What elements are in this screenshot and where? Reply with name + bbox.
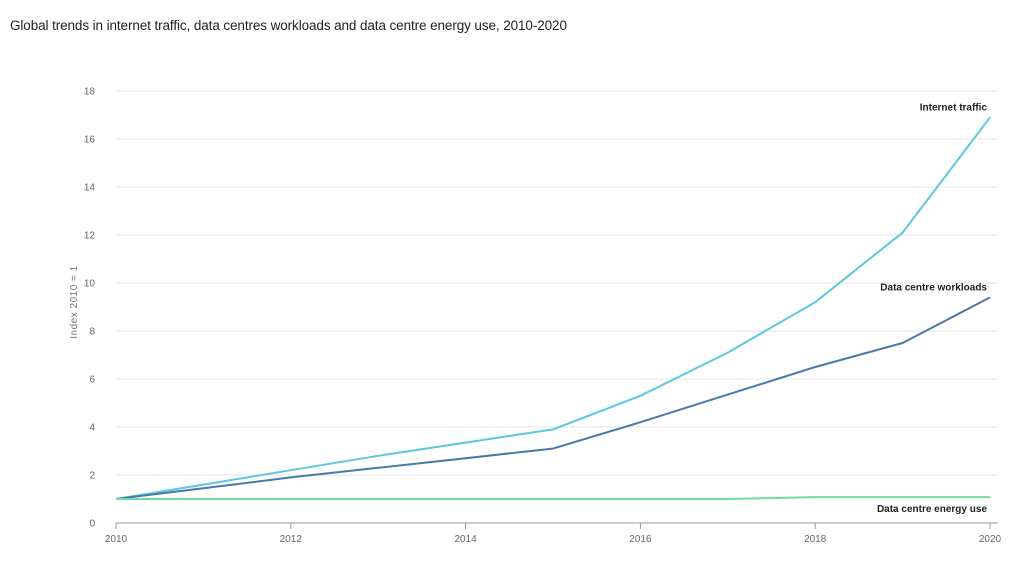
x-tick-label: 2010 bbox=[105, 534, 128, 545]
series-labels: Internet traffic Data centre workloads Dat… bbox=[877, 102, 987, 515]
series-line-data-centre-energy-use bbox=[116, 496, 990, 500]
series-label-data-centre-energy-use: Data centre energy use bbox=[877, 504, 987, 515]
series-label-data-centre-workloads: Data centre workloads bbox=[880, 282, 987, 293]
x-tick-label: 2016 bbox=[629, 534, 652, 545]
y-tick-label: 2 bbox=[89, 471, 95, 482]
y-tick-label: 6 bbox=[89, 375, 95, 386]
x-tick-label: 2012 bbox=[280, 534, 303, 545]
y-tick-label: 0 bbox=[89, 519, 95, 530]
gridlines bbox=[115, 90, 998, 529]
x-tick-label: 2020 bbox=[979, 534, 1002, 545]
y-axis-label: Index 2010 = 1 bbox=[69, 265, 80, 338]
y-tick-label: 18 bbox=[84, 87, 96, 98]
series-label-internet-traffic: Internet traffic bbox=[920, 102, 988, 113]
series-line-data-centre-workloads bbox=[115, 296, 991, 500]
series-line-internet-traffic bbox=[115, 116, 991, 500]
y-tick-label: 10 bbox=[84, 279, 96, 290]
series-lines bbox=[115, 116, 991, 500]
x-tick-label: 2014 bbox=[454, 534, 477, 545]
y-tick-label: 12 bbox=[84, 231, 96, 242]
x-tick-labels: 2010 2012 2014 2016 2018 2020 bbox=[105, 534, 1002, 545]
y-tick-label: 16 bbox=[84, 135, 96, 146]
y-tick-labels: 0 2 4 6 8 10 12 14 16 18 bbox=[84, 87, 96, 530]
y-tick-label: 8 bbox=[89, 327, 95, 338]
chart-title: Global trends in internet traffic, data … bbox=[10, 18, 567, 33]
x-tick-label: 2018 bbox=[804, 534, 827, 545]
y-tick-label: 14 bbox=[84, 183, 96, 194]
y-tick-label: 4 bbox=[89, 423, 95, 434]
